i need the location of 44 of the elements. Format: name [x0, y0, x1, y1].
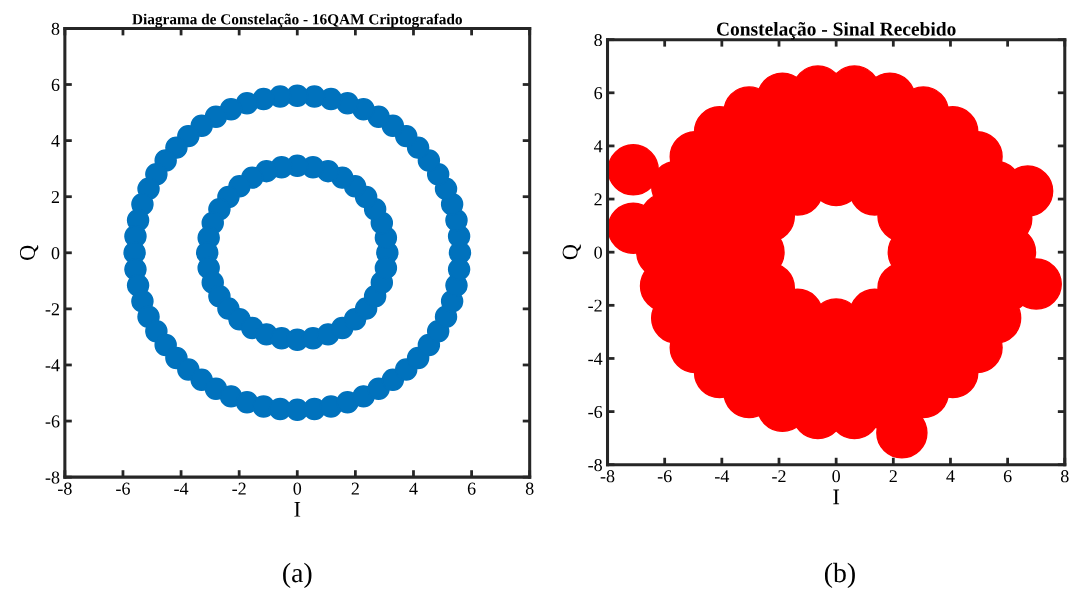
point [447, 258, 471, 281]
x-axis-title: I [833, 489, 840, 505]
x-tick-label: -2 [232, 482, 246, 495]
x-tick-label: 8 [1060, 470, 1069, 483]
x-tick-label: -4 [714, 470, 730, 483]
y-tick-label: -4 [45, 359, 60, 372]
x-tick-label: 6 [1003, 470, 1012, 483]
chart-title: Constelação - Sinal Recebido [716, 21, 956, 40]
y-tick-label: 8 [51, 22, 60, 35]
y-tick-label: 8 [594, 33, 602, 47]
y-tick-label: 2 [51, 191, 59, 203]
x-tick-label: -6 [657, 470, 672, 483]
x-tick-label: -6 [116, 482, 130, 495]
text: (a) [283, 562, 312, 589]
x-tick-label: 0 [832, 470, 840, 483]
y-tick-label: -6 [588, 405, 603, 419]
x-tick-label: 2 [889, 470, 897, 483]
y-tick-label: 0 [51, 247, 60, 260]
x-tick-label: 2 [351, 482, 359, 495]
text: (b) [824, 562, 855, 589]
x-tick-label: 4 [946, 470, 955, 483]
y-tick-label: 4 [51, 134, 60, 147]
chart-title: Diagrama de Constelação - 16QAM Criptografado [132, 13, 462, 28]
y-tick-label: -2 [45, 303, 59, 316]
point [374, 256, 398, 280]
x-tick-label: 0 [293, 482, 302, 495]
y-tick-label: 6 [51, 78, 60, 91]
point [607, 144, 659, 196]
y-tick-label: 2 [594, 193, 602, 206]
y-axis-title: Q [562, 244, 581, 260]
x-tick-label: 8 [525, 482, 534, 495]
y-axis-title: Q [19, 245, 39, 260]
y-tick-label: -8 [588, 458, 602, 472]
x-tick-label: -2 [772, 470, 786, 483]
x-tick-label: -4 [174, 482, 189, 495]
y-tick-label: 6 [594, 87, 603, 100]
y-tick-label: 0 [594, 246, 602, 259]
x-tick-label: 6 [467, 482, 476, 495]
x-axis-title: I [294, 502, 301, 517]
y-tick-label: -2 [588, 299, 602, 312]
y-tick-label: 4 [593, 140, 603, 153]
y-tick-label: -4 [588, 352, 603, 365]
y-tick-label: -6 [45, 415, 60, 428]
x-tick-label: 4 [409, 482, 418, 495]
